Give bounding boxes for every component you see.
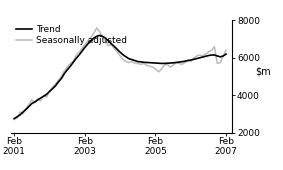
Legend: Trend, Seasonally adjusted: Trend, Seasonally adjusted — [16, 25, 127, 45]
Y-axis label: $m: $m — [255, 66, 271, 76]
